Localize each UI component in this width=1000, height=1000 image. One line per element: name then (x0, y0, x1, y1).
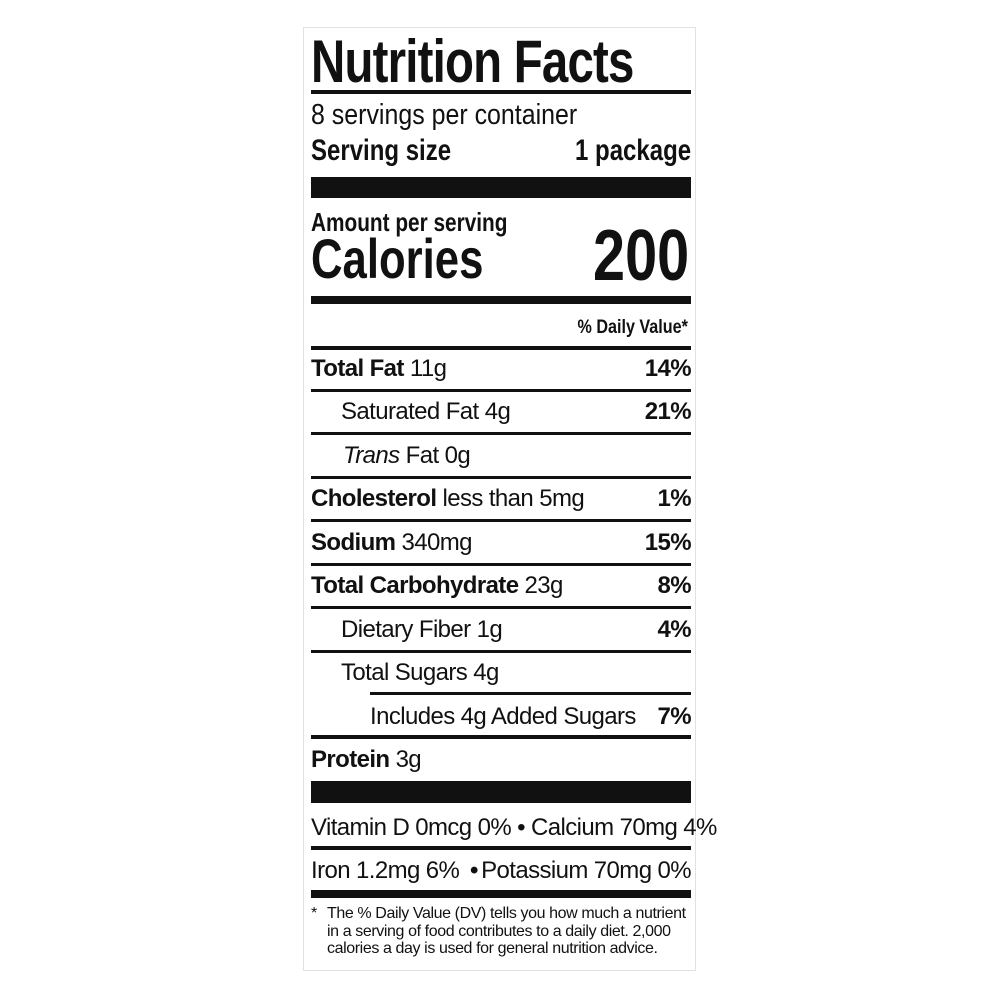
nutrient-dv: 14% (644, 355, 692, 382)
footnote-asterisk: * (311, 905, 317, 922)
label-title: Nutrition Facts (311, 32, 719, 92)
micronutrient-row-1: Vitamin D 0mcg 0% • Calcium 70mg 4% (311, 813, 717, 843)
iron-text: Iron 1.2mg 6% (311, 857, 460, 884)
calories-text: Calories (311, 227, 484, 290)
nutrient-dv: 1% (657, 485, 692, 512)
daily-value-header: % Daily Value* (558, 318, 688, 337)
dv-header-text: % Daily Value* (577, 317, 688, 338)
nutrient-name: Saturated Fat (341, 398, 479, 425)
nutrient-amount: 3g (395, 746, 422, 773)
nutrient-name: Total Sugars (341, 659, 468, 686)
nutrient-row-total-carbohydrate: Total Carbohydrate 23g 8% (311, 571, 692, 601)
nutrient-dv: 15% (644, 529, 692, 556)
amount-per-serving: Amount per serving (311, 209, 557, 235)
serving-size-text: Serving size (311, 134, 452, 167)
title-text: Nutrition Facts (311, 28, 634, 95)
nutrient-name: Total Carbohydrate (311, 572, 519, 599)
divider (311, 846, 691, 850)
nutrient-amount: 0g (444, 442, 471, 469)
divider (311, 476, 691, 479)
nutrient-row-sodium: Sodium 340mg 15% (311, 528, 692, 558)
serving-size-value: 1 package (546, 136, 691, 166)
thick-bar (311, 781, 691, 803)
divider (311, 90, 691, 94)
nutrient-name-italic: Trans (343, 442, 400, 469)
nutrient-row-total-sugars: Total Sugars 4g (311, 658, 691, 688)
divider (311, 563, 691, 566)
divider (370, 692, 691, 695)
nutrient-amount: 4g (484, 398, 511, 425)
nutrient-name: Total Fat (311, 355, 404, 382)
calories-label: Calories (311, 231, 532, 287)
amount-text: Amount per serving (311, 207, 508, 237)
nutrient-row-trans-fat: Trans Fat 0g (311, 441, 691, 471)
nutrient-dv: 4% (657, 616, 692, 643)
divider (311, 519, 691, 522)
divider (311, 735, 691, 739)
footnote-text: The % Daily Value (DV) tells you how muc… (327, 905, 686, 957)
nutrient-row-dietary-fiber: Dietary Fiber 1g 4% (311, 615, 692, 645)
nutrient-name: Dietary Fiber (341, 616, 471, 643)
nutrient-dv: 21% (644, 398, 692, 425)
nutrient-row-cholesterol: Cholesterol less than 5mg 1% (311, 484, 692, 514)
divider (311, 432, 691, 435)
serving-size-value-text: 1 package (574, 134, 691, 167)
nutrient-dv: 8% (657, 572, 692, 599)
medium-bar (311, 296, 691, 304)
nutrient-name: Cholesterol (311, 485, 437, 512)
nutrition-facts-label: Nutrition Facts 8 servings per container… (303, 27, 717, 971)
divider (311, 346, 691, 350)
nutrient-name: Includes 4g Added Sugars (370, 703, 636, 730)
nutrient-dv: 7% (657, 703, 692, 730)
nutrient-amount: 340mg (401, 529, 472, 556)
divider (311, 606, 691, 609)
micronutrient-row-2: Iron 1.2mg 6% • Potassium 70mg 0% (311, 856, 692, 886)
nutrient-name: Sodium (311, 529, 396, 556)
nutrient-amount: 1g (476, 616, 503, 643)
bullet-separator: • (470, 857, 478, 884)
calories-value: 200 (569, 220, 689, 292)
calories-value-text: 200 (592, 216, 689, 296)
nutrient-amount: 4g (473, 659, 499, 686)
nutrient-amount: 23g (524, 572, 564, 599)
potassium-text: Potassium 70mg 0% (481, 857, 692, 884)
divider (311, 389, 691, 392)
nutrient-name: Fat (405, 442, 439, 469)
nutrient-row-saturated-fat: Saturated Fat 4g 21% (311, 397, 692, 427)
nutrient-row-total-fat: Total Fat 11g 14% (311, 354, 692, 384)
thick-bar (311, 177, 691, 198)
medium-bar (311, 890, 691, 898)
nutrient-amount: 11g (409, 355, 447, 382)
servings-per-container: 8 servings per container (311, 101, 621, 130)
serving-size-label: Serving size (311, 136, 486, 166)
nutrient-row-protein: Protein 3g (311, 745, 691, 775)
nutrient-row-added-sugars: Includes 4g Added Sugars 7% (311, 702, 692, 732)
divider (311, 650, 691, 653)
nutrient-name: Protein (311, 746, 390, 773)
nutrient-amount: less than 5mg (442, 485, 585, 512)
micronutrient-text: Vitamin D 0mcg 0% • Calcium 70mg 4% (311, 814, 717, 841)
servings-text: 8 servings per container (311, 99, 578, 131)
